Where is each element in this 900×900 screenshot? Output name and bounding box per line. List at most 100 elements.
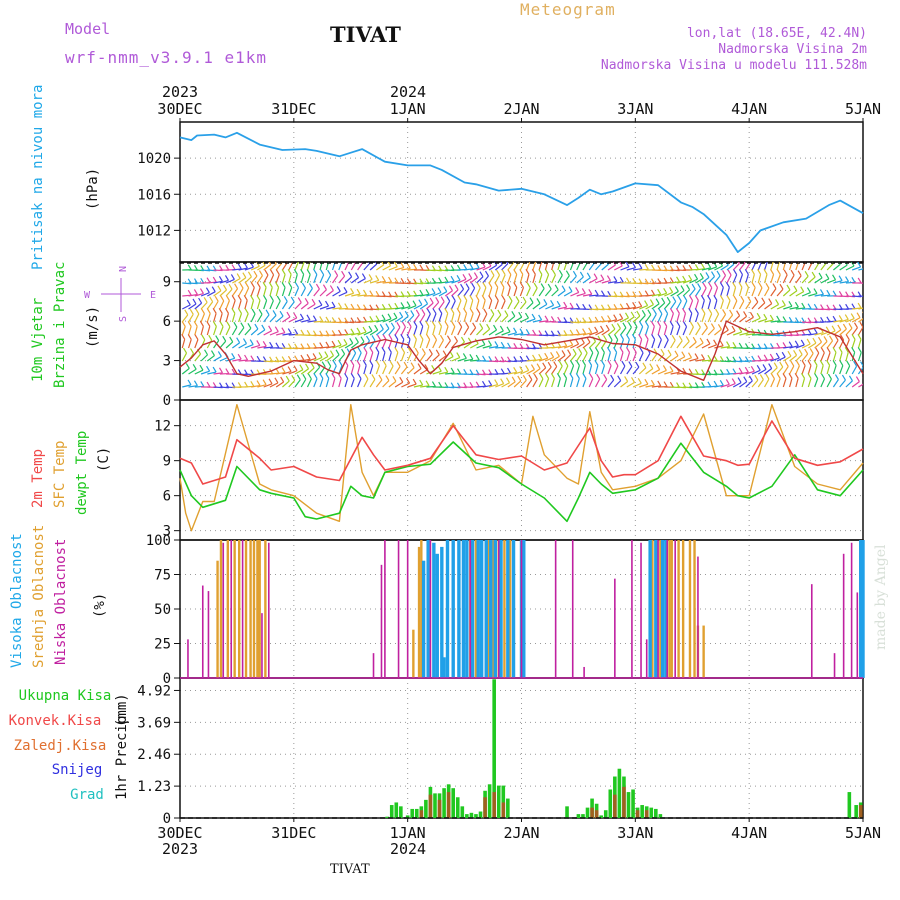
wind-barb-flag [536,298,541,304]
wind-barb [801,343,811,349]
wind-barb [319,274,325,284]
wind-barb [695,358,705,362]
wind-barb-flag [525,365,530,371]
wind-barb [332,290,341,297]
wind-barb-flag [313,269,318,275]
wind-barb-flag [748,375,753,382]
wind-barb-flag [237,353,242,360]
wind-barb-flag [788,301,793,307]
top-year-2: 2024 [390,83,426,101]
wind-barb [745,301,752,310]
wind-barb-flag [262,282,267,288]
wind-barb [507,315,516,323]
wind-barb-flag [553,361,558,367]
wind-barb-flag [244,308,249,314]
wind-barb-flag [820,373,826,380]
wind-barb-flag [368,325,373,332]
wind-barb [820,365,824,375]
wind-barb [276,371,286,375]
wind-barb-flag [853,360,858,367]
wind-barb-flag [200,381,205,387]
wind-barb-flag [469,263,474,270]
wind-barb [407,339,411,349]
total-precip-bar [469,812,474,818]
wind-barb-flag [230,274,235,280]
wind-barb-flag [488,282,493,288]
wind-barb-flag [385,375,390,381]
wind-barb [707,328,715,336]
wind-barb [369,379,376,388]
wind-barb-flag [557,316,562,323]
wind-barb-flag [368,274,373,280]
wind-barb-flag [754,296,759,303]
wind-barb-flag [511,311,516,317]
wind-barb-flag [456,352,461,358]
wind-barb [488,384,498,388]
wind-barb-flag [371,374,376,380]
wind-barb [663,326,668,336]
wind-barb-flag [782,373,787,379]
wind-barb [814,293,824,297]
wind-barb-flag [192,363,197,370]
wind-barb-flag [758,282,763,289]
wind-barb-flag [594,289,599,296]
legend-conv-precip: Konvek.Kisa [9,713,102,729]
wind-barb [833,280,843,284]
wind-barb [432,313,437,323]
wind-barb-flag [697,283,702,289]
wind-barb-flag [575,329,580,335]
wind-barb [726,382,736,388]
y-tick-label: 9 [163,275,171,291]
wind-barb-flag [394,334,399,340]
wind-barb [300,378,307,388]
wind-barb [688,326,694,336]
wind-barb [745,333,755,336]
wind-barb-flag [717,323,722,330]
total-precip-bar [487,784,492,818]
mid-cloud-bar [264,540,267,678]
wind-barb [319,378,324,388]
y-tick-label: 75 [154,568,171,584]
wind-barb [676,313,680,323]
wind-barb [594,378,601,388]
wind-barb-flag [850,313,855,319]
wind-barb-flag [624,376,629,382]
wind-barb-flag [475,262,480,269]
wind-barb [701,343,711,349]
wind-barb [720,264,729,271]
wind-barb-flag [675,308,680,314]
wind-barb [588,262,596,271]
wind-barb [595,262,603,271]
wind-barb-flag [594,347,600,353]
wind-barb [738,274,744,284]
compass-west: W [84,290,91,301]
wind-barb [232,358,242,362]
wind-barb [313,304,323,310]
wind-barb-flag [800,339,805,346]
wind-barb-flag [500,281,505,288]
wind-barb [519,274,524,284]
high-cloud-bar [654,540,658,678]
y-tick-label: 1016 [137,187,171,203]
mid-cloud-bar [216,560,219,678]
wind-barb-flag [564,256,567,261]
wind-barb-flag [199,288,204,294]
wind-barb-flag [276,295,281,302]
wind-barb-flag [247,322,252,329]
wind-barb [469,300,474,310]
wind-barb-flag [475,354,480,361]
wind-barb-flag [786,284,791,291]
wind-barb-flag [381,346,386,353]
wind-barb-flag [350,287,355,294]
wind-barb-flag [671,334,676,341]
wind-barb-flag [184,309,189,316]
wind-barb [200,313,206,323]
wind-barb [670,313,674,323]
wind-barb-flag [487,340,492,346]
wind-barb-flag [631,377,636,383]
wind-barb [858,268,863,271]
wind-barb-flag [569,302,574,309]
wind-barb [764,378,770,388]
wind-barb-flag [538,269,543,275]
wind-barb-flag [779,361,784,368]
